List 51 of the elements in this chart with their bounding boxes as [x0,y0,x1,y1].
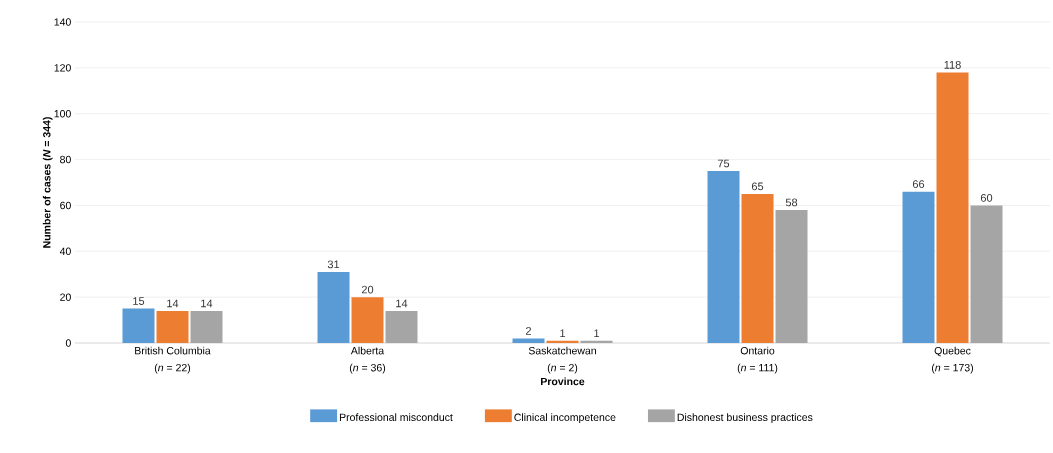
data-label: 14 [201,299,213,308]
y-tick-label: 120 [54,64,71,72]
bar [512,338,545,343]
bar [936,72,969,343]
legend-label: Dishonest business practices [677,413,813,424]
bar [317,271,350,343]
y-tick-label: 20 [60,293,71,301]
x-tick-label: British Columbia [135,346,211,355]
data-label: 2 [525,327,532,335]
bar [385,310,418,343]
text: (n = 111) [737,363,778,374]
y-tick-label: 60 [60,201,71,210]
data-label: 20 [361,285,374,294]
data-label: 1 [560,329,566,338]
bar [707,171,740,343]
y-tick-label: 100 [54,110,71,118]
data-label: 58 [785,198,798,207]
y-tick-label: 140 [54,18,71,26]
data-label: 15 [133,297,145,305]
bar [902,191,935,343]
x-tick-label: Alberta [350,346,385,355]
data-label: 31 [327,260,340,269]
x-axis-title: Province [541,377,585,386]
x-tick-label: Quebec [934,346,971,357]
data-label: 1 [594,329,600,338]
bar [970,205,1003,343]
legend-label: Professional misconduct [339,413,453,422]
data-label: 14 [167,299,179,308]
y-tick-label: 40 [59,247,71,256]
bar [741,193,774,343]
text: (n = 36) [349,363,386,374]
data-label: 60 [980,193,993,202]
data-label: 65 [751,182,764,191]
text: (n = 22) [154,363,191,374]
y-tick-label: 0 [65,339,71,347]
bar [351,297,384,343]
bar [775,210,808,343]
data-label: 118 [944,60,961,69]
data-label: 14 [396,299,408,308]
data-label: 66 [912,180,925,188]
bar [190,310,223,343]
y-tick-label: 80 [60,155,71,164]
text: (n = 2) [547,363,578,374]
bar [156,310,189,343]
y-axis-title: Number of cases (N = 344) [42,117,53,248]
text: (n = 173) [932,363,973,374]
x-tick-label: Ontario [740,346,775,355]
data-label: 75 [717,159,730,168]
bar [122,308,155,343]
legend-label: Clinical incompetence [514,413,616,424]
x-tick-label: Saskatchewan [528,346,596,355]
